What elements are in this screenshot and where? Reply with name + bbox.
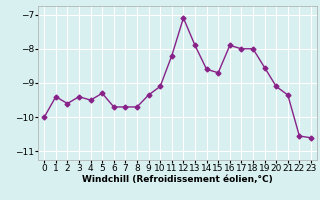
X-axis label: Windchill (Refroidissement éolien,°C): Windchill (Refroidissement éolien,°C) — [82, 175, 273, 184]
